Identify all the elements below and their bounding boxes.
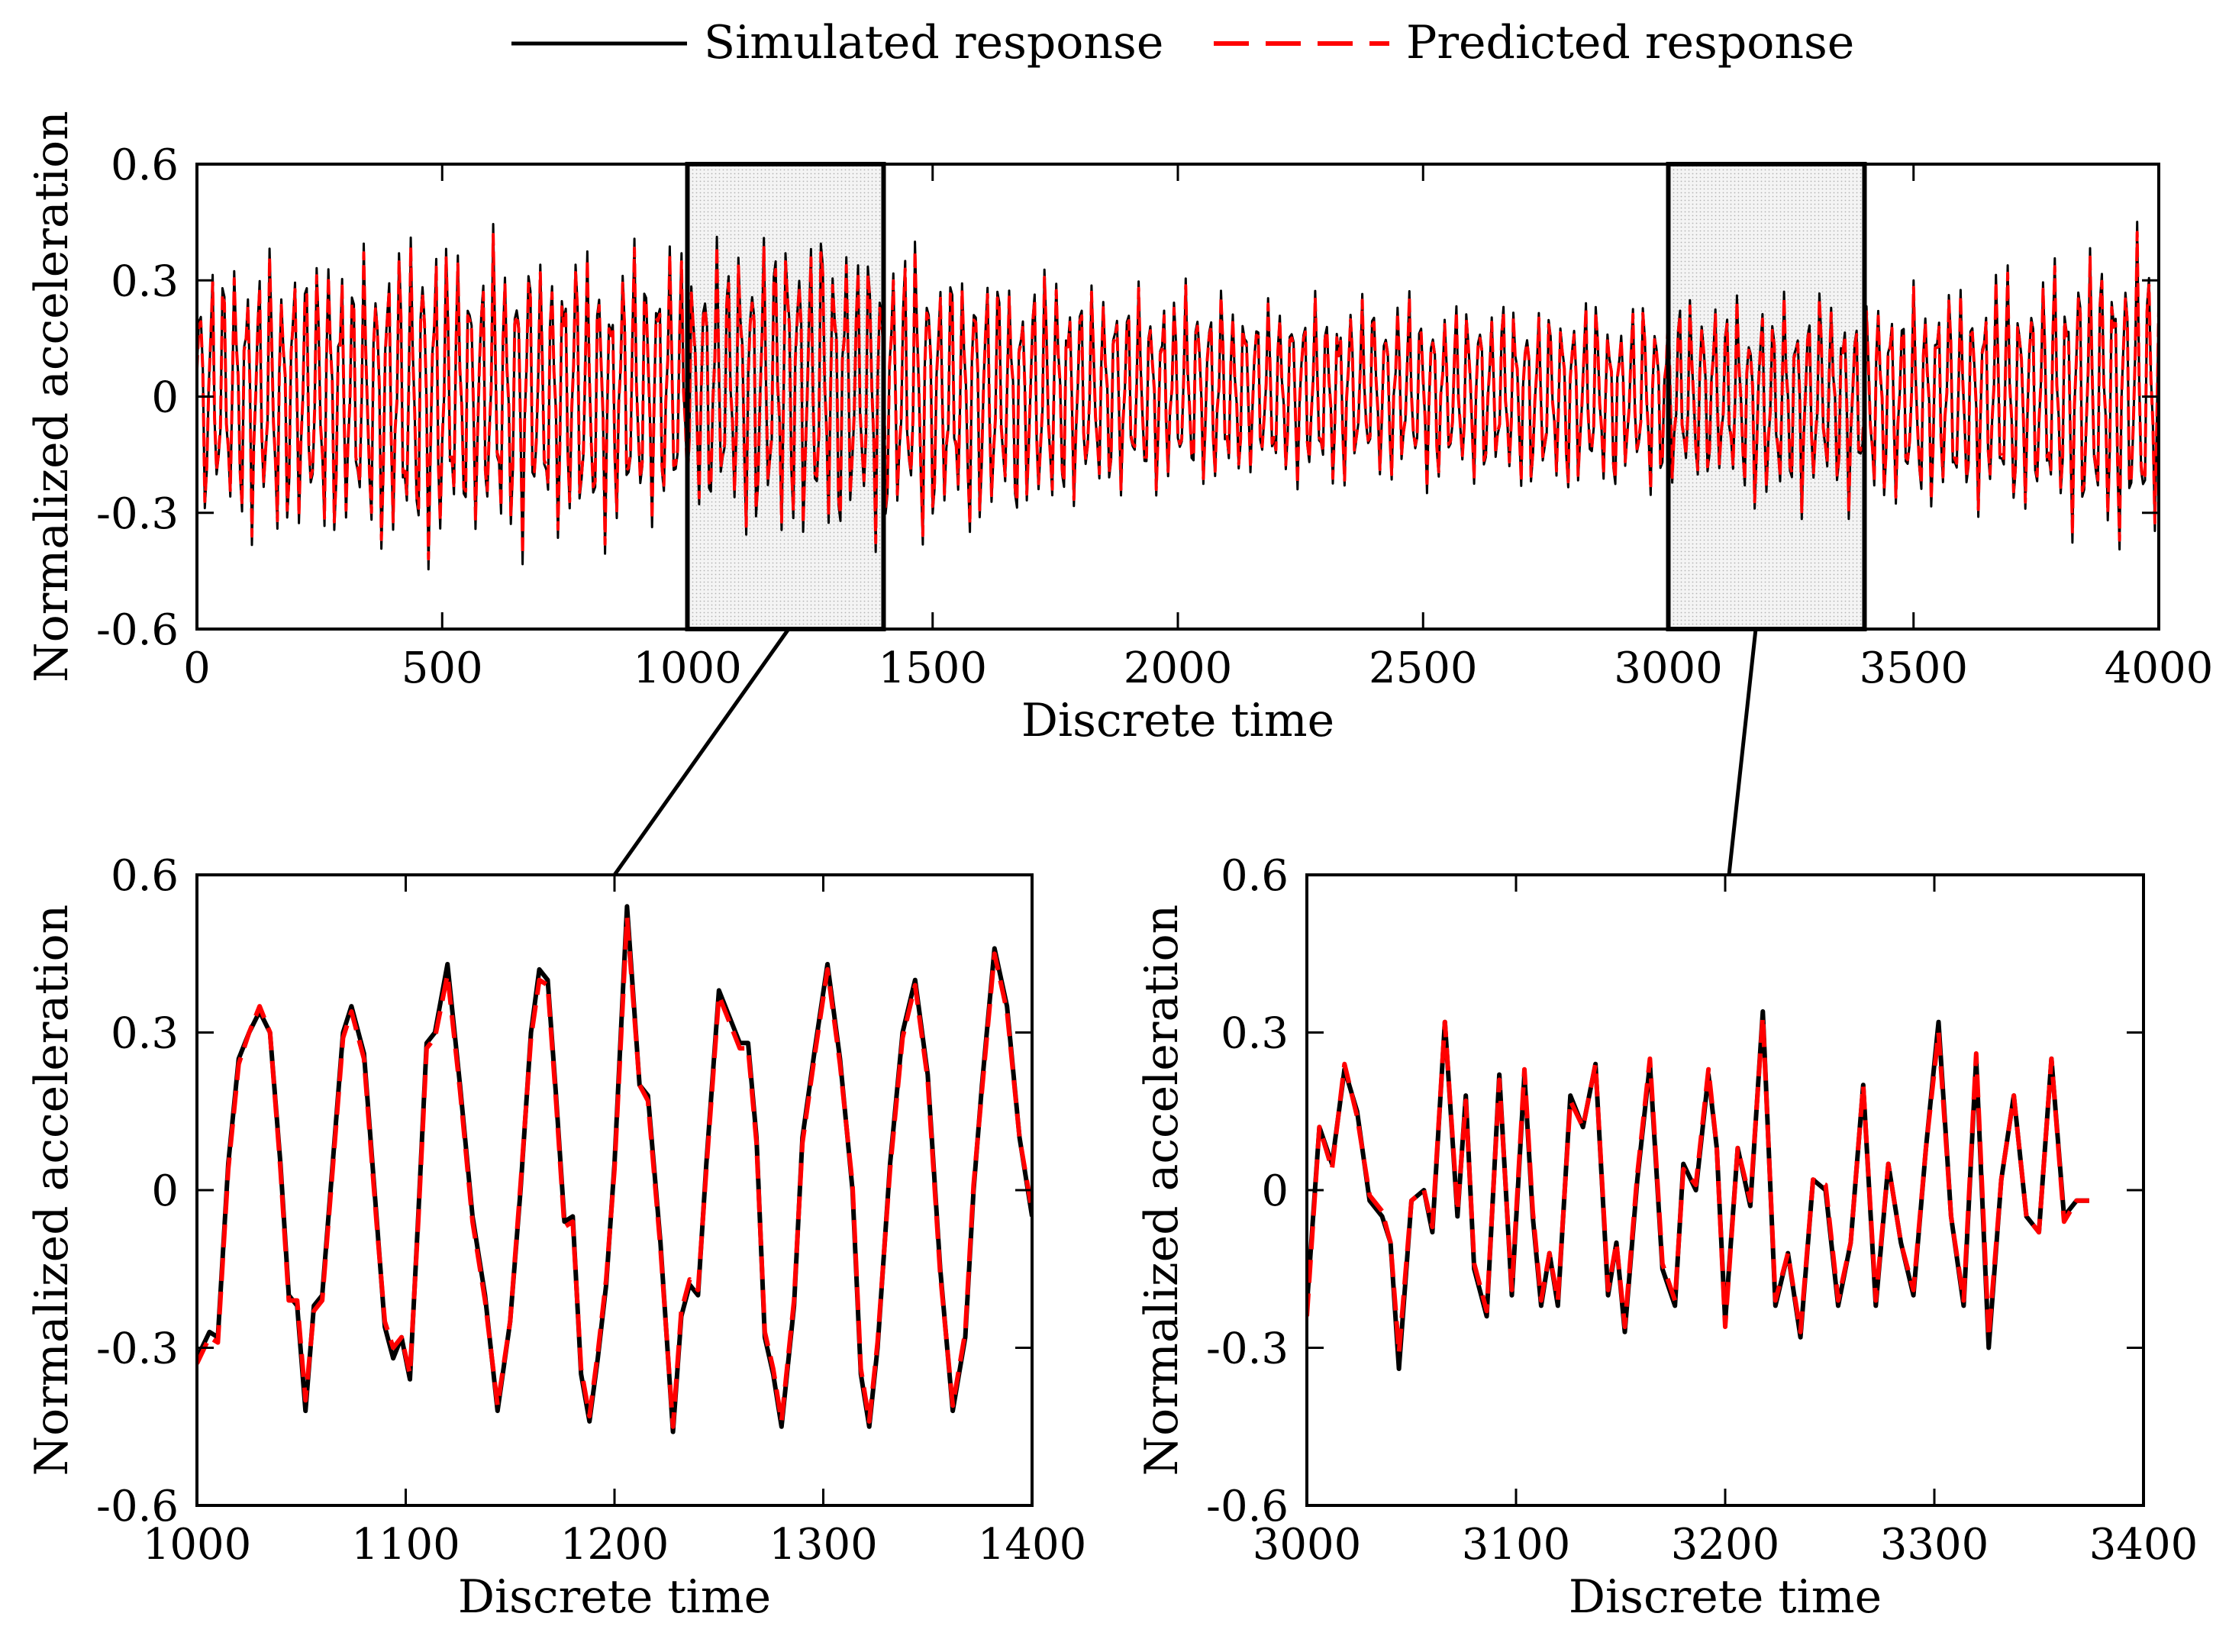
x-axis-label: Discrete time — [1569, 1570, 1882, 1624]
x-tick-label: 1400 — [978, 1520, 1087, 1570]
x-tick-label: 3000 — [1614, 644, 1723, 693]
x-tick-label: 3000 — [1253, 1520, 1362, 1570]
y-tick-label: 0 — [151, 1166, 179, 1216]
x-tick-label: 3100 — [1462, 1520, 1571, 1570]
legend: Simulated response Predicted response — [511, 16, 1854, 69]
x-tick-label: 1100 — [351, 1520, 460, 1570]
plot-area — [197, 221, 2159, 571]
y-tick-label: -0.3 — [1206, 1325, 1289, 1374]
x-tick-label: 2500 — [1369, 644, 1478, 693]
chart-zoom-1000-1400: 1000 1100 1200 1300 1400 0.6 0.3 0 -0.3 -0.6 Discr… — [25, 851, 1086, 1624]
plot-area — [1307, 1009, 2089, 1371]
x-tick-label: 2000 — [1124, 644, 1233, 693]
y-tick-label: -0.6 — [96, 1482, 179, 1531]
x-tick-label: 1000 — [143, 1520, 252, 1570]
y-tick-label: -0.6 — [1206, 1482, 1289, 1531]
x-tick-label: 3400 — [2089, 1520, 2198, 1570]
y-tick-label: 0 — [1261, 1166, 1289, 1216]
x-tick-label: 0 — [183, 644, 211, 693]
x-tick-label: 500 — [402, 644, 483, 693]
highlight-range-2 — [1668, 164, 1865, 629]
chart-zoom-3000-3400: 3000 3100 3200 3300 3400 0.6 0.3 0 -0.3 -0.6 Discr… — [1135, 851, 2198, 1624]
y-tick-label: 0.3 — [111, 257, 179, 306]
x-tick-label: 1200 — [560, 1520, 669, 1570]
y-axis-label: Normalized acceleration — [25, 905, 79, 1476]
chart-full: 0 500 1000 1500 2000 2500 3000 3500 40000.60.30-… — [25, 111, 2213, 747]
y-tick-label: 0.6 — [1221, 851, 1289, 901]
x-tick-label: 1000 — [633, 644, 742, 693]
x-axis-label: Discrete time — [1021, 694, 1334, 747]
x-tick-label: 1300 — [769, 1520, 878, 1570]
y-tick-label: 0.6 — [111, 851, 179, 901]
series-predicted-response — [1307, 1014, 2089, 1356]
x-tick-label: 3200 — [1671, 1520, 1780, 1570]
y-axis-label: Normalized acceleration — [25, 111, 79, 682]
y-tick-label: 0 — [151, 373, 179, 423]
y-tick-label: 0.6 — [111, 140, 179, 190]
y-tick-label: -0.3 — [96, 1325, 179, 1374]
legend-simulated-label: Simulated response — [704, 16, 1163, 69]
x-axis-label: Discrete time — [458, 1570, 771, 1624]
x-tick-label: 3500 — [1859, 644, 1968, 693]
y-tick-label: -0.6 — [96, 605, 179, 655]
x-tick-label: 1500 — [878, 644, 987, 693]
y-axis-label: Normalized acceleration — [1135, 905, 1189, 1476]
series-simulated-response — [1307, 1009, 2089, 1371]
x-tick-label: 4000 — [2105, 644, 2214, 693]
series-predicted-response — [197, 231, 2159, 561]
zoom-connector-1 — [612, 628, 791, 876]
series-predicted-response — [197, 915, 1032, 1429]
y-tick-label: 0.3 — [1221, 1009, 1289, 1059]
y-tick-label: -0.3 — [96, 489, 179, 539]
zoom-connector-2 — [1727, 628, 1758, 876]
x-tick-label: 3300 — [1880, 1520, 1989, 1570]
plot-area — [197, 904, 1032, 1434]
legend-predicted-label: Predicted response — [1406, 16, 1854, 69]
y-tick-label: 0.3 — [111, 1009, 179, 1059]
